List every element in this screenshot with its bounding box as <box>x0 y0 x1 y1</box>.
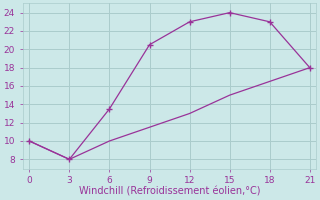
X-axis label: Windchill (Refroidissement éolien,°C): Windchill (Refroidissement éolien,°C) <box>79 187 260 197</box>
